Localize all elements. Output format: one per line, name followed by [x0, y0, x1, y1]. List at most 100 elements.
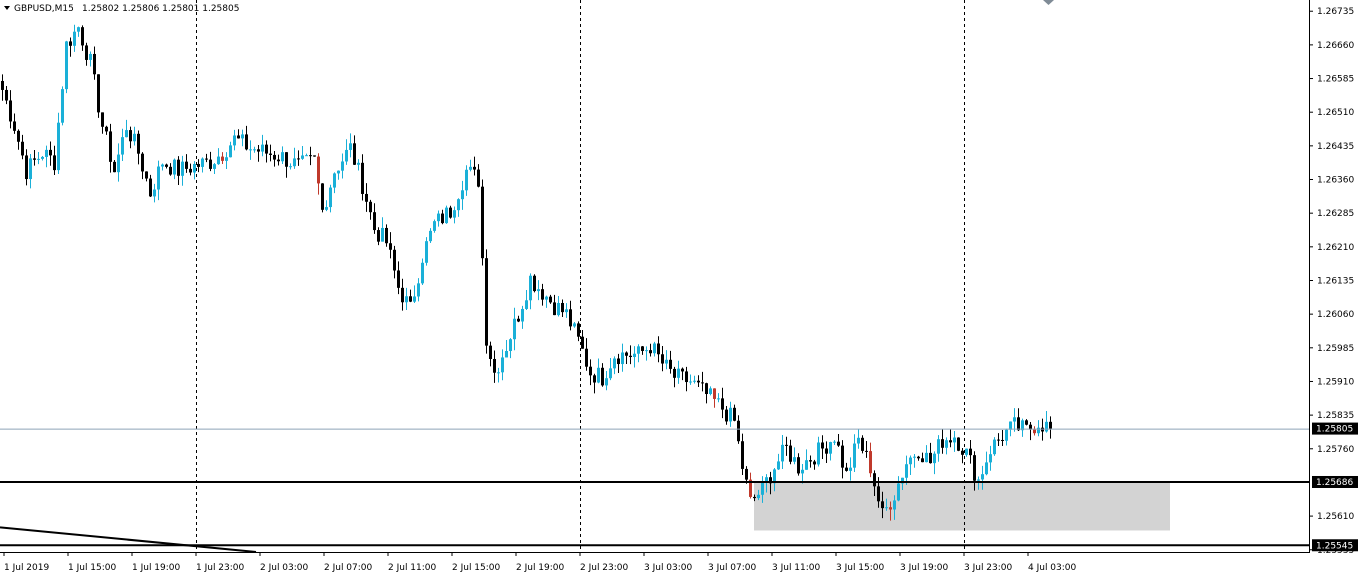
chart-shift-marker-icon[interactable]	[1043, 0, 1054, 5]
candle-body-157	[629, 355, 632, 358]
candle-body-229	[917, 456, 920, 459]
candle-body-88	[353, 143, 356, 165]
candle-body-15	[61, 89, 64, 123]
candle-body-74	[297, 158, 300, 160]
candle-body-123	[493, 358, 496, 373]
candle-body-57	[229, 145, 232, 158]
period-separators	[196, 0, 965, 552]
candle-body-155	[621, 352, 624, 365]
candle-body-173	[693, 380, 696, 382]
trendline	[0, 526, 257, 553]
candle-body-103	[413, 296, 416, 302]
candle-body-70	[281, 152, 284, 162]
candle-body-238	[953, 437, 956, 443]
candle-body-201	[805, 460, 808, 470]
candle-body-133	[533, 275, 536, 292]
candle-body-202	[809, 460, 812, 462]
line-price-0-label: 1.25686	[1316, 478, 1353, 488]
candle-body-79	[317, 156, 320, 184]
candle-body-147	[589, 366, 592, 376]
candle-body-66	[265, 144, 268, 154]
candle-body-231	[925, 452, 928, 463]
support-zone-rect	[754, 481, 1170, 531]
candle-body-48	[193, 163, 196, 173]
candle-body-140	[561, 302, 564, 313]
candle-body-205	[821, 442, 824, 449]
candle-body-82	[329, 187, 332, 208]
candle-body-95	[381, 227, 384, 242]
candle-body-115	[461, 190, 464, 200]
candle-body-30	[121, 137, 124, 155]
candle-body-210	[841, 445, 844, 468]
candle-body-214	[857, 437, 860, 444]
candle-body-174	[697, 380, 700, 383]
candle-body-2	[9, 100, 12, 122]
symbol-label: GBPUSD,M15	[14, 4, 74, 14]
candle-body-58	[233, 135, 236, 146]
candle-body-208	[833, 441, 836, 443]
candle-body-230	[921, 458, 924, 463]
ohlc-readout: 1.25802 1.25806 1.25801 1.25805	[82, 4, 239, 14]
candle-body-124	[497, 372, 500, 374]
y-tick-label-3: 1.26510	[1317, 108, 1354, 118]
price-labels: 1.25805 1.25686 1.25545	[1312, 422, 1358, 552]
candle-body-172	[689, 381, 692, 383]
candle-body-16	[65, 41, 68, 90]
candle-body-224	[897, 483, 900, 501]
candle-body-243	[973, 455, 976, 481]
x-tick-label-11: 3 Jul 07:00	[708, 563, 757, 573]
candle-body-179	[717, 398, 720, 400]
candle-body-261	[1045, 421, 1048, 432]
support-zone-layer	[754, 481, 1170, 531]
candle-body-9	[37, 158, 40, 160]
candle-body-206	[825, 448, 828, 454]
candle-body-92	[369, 201, 372, 213]
candle-body-102	[409, 296, 412, 302]
candle-body-89	[357, 162, 360, 165]
candle-body-78	[313, 155, 316, 157]
candle-body-132	[529, 275, 532, 301]
candle-body-113	[453, 210, 456, 218]
candle-body-49	[197, 163, 200, 167]
candle-body-44	[177, 159, 180, 176]
candle-body-86	[345, 149, 348, 162]
candle-body-110	[441, 213, 444, 224]
x-tick-label-16: 4 Jul 03:00	[1028, 563, 1077, 573]
candle-body-203	[813, 461, 816, 465]
candle-body-121	[485, 258, 488, 346]
candle-body-32	[129, 130, 132, 142]
candle-body-141	[565, 309, 568, 313]
y-tick-label-13: 1.25760	[1317, 445, 1354, 455]
candle-body-114	[457, 199, 460, 211]
candle-body-160	[641, 346, 644, 351]
candle-body-164	[657, 343, 660, 355]
candle-body-176	[705, 383, 708, 395]
y-tick-label-9: 1.26060	[1317, 310, 1354, 320]
candle-body-152	[609, 368, 612, 379]
candle-body-17	[69, 41, 72, 46]
candle-body-108	[433, 221, 436, 231]
candle-body-153	[613, 358, 616, 369]
candle-body-161	[645, 350, 648, 352]
candle-body-217	[869, 451, 872, 474]
candle-body-207	[829, 442, 832, 454]
candle-body-204	[817, 442, 820, 465]
candle-body-138	[553, 302, 556, 316]
candle-body-20	[81, 27, 84, 46]
candle-body-167	[669, 359, 672, 369]
candle-body-241	[965, 448, 968, 455]
candle-body-215	[861, 437, 864, 451]
x-tick-label-8: 2 Jul 19:00	[516, 563, 565, 573]
candle-body-61	[245, 134, 248, 150]
collapse-arrow-icon[interactable]	[4, 6, 10, 10]
candle-body-188	[753, 496, 756, 499]
candle-body-246	[985, 462, 988, 475]
candle-body-73	[293, 158, 296, 167]
candle-body-46	[185, 161, 188, 169]
candle-body-187	[749, 479, 752, 497]
candle-body-126	[505, 351, 508, 358]
candle-body-177	[709, 388, 712, 395]
y-tick-label-11: 1.25910	[1317, 377, 1354, 387]
candle-body-31	[125, 130, 128, 138]
